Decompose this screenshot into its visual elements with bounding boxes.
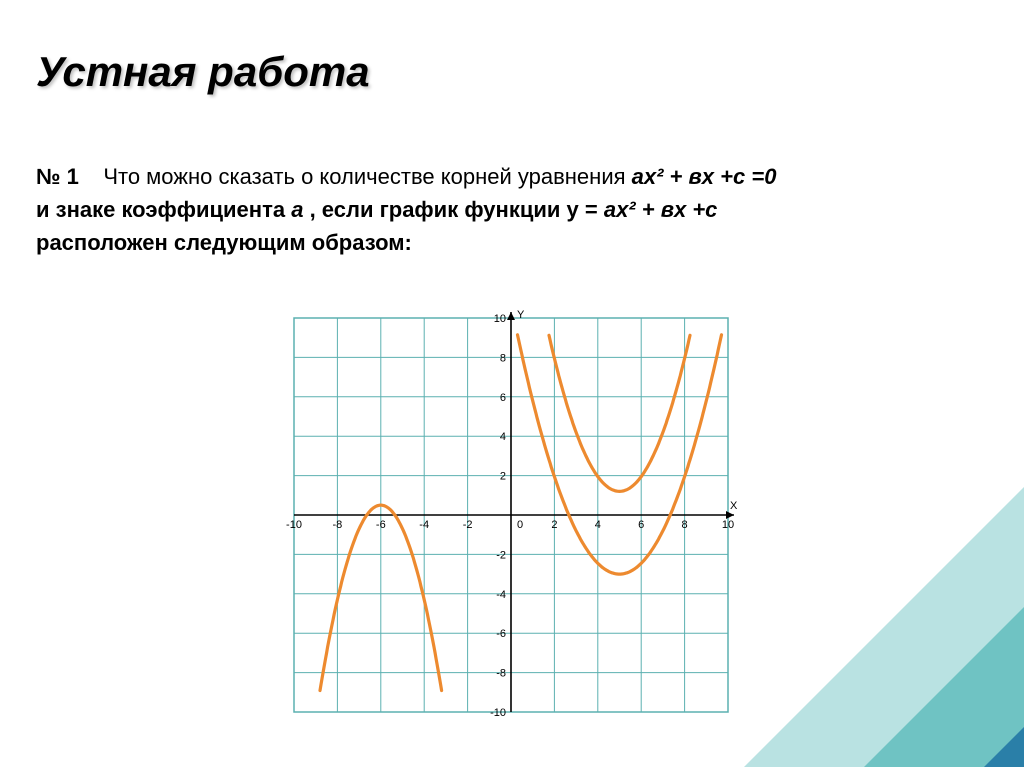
page-title: Устная работа <box>36 48 370 96</box>
coefficient-a: а <box>291 197 303 222</box>
svg-text:2: 2 <box>551 519 557 531</box>
svg-text:-2: -2 <box>496 549 506 561</box>
svg-text:2: 2 <box>500 471 506 483</box>
svg-text:6: 6 <box>500 392 506 404</box>
problem-text: № 1 Что можно сказать о количестве корне… <box>36 160 964 259</box>
parabola-chart: -10 -8 -6 -4 -2 2 4 6 8 10 -10 -8 -6 -4 -2 2 4 6 8 10 0 X Y <box>276 300 746 730</box>
svg-text:Y: Y <box>517 309 525 321</box>
svg-text:6: 6 <box>638 519 644 531</box>
svg-text:4: 4 <box>500 431 506 443</box>
svg-text:0: 0 <box>517 519 523 531</box>
problem-number: № 1 <box>36 164 79 189</box>
svg-text:-4: -4 <box>496 589 506 601</box>
svg-text:-8: -8 <box>496 668 506 680</box>
chart-container: -10 -8 -6 -4 -2 2 4 6 8 10 -10 -8 -6 -4 -2 2 4 6 8 10 0 X Y <box>276 300 746 735</box>
svg-text:8: 8 <box>682 519 688 531</box>
svg-text:8: 8 <box>500 352 506 364</box>
svg-text:-2: -2 <box>463 519 473 531</box>
svg-text:10: 10 <box>494 313 506 325</box>
svg-text:10: 10 <box>722 519 734 531</box>
text-fragment: расположен следующим образом: <box>36 230 412 255</box>
svg-text:-10: -10 <box>490 707 506 719</box>
text-fragment: Что можно сказать о количестве корней ур… <box>103 164 631 189</box>
equation-2: ax² + вх +с <box>604 197 718 222</box>
svg-text:-4: -4 <box>419 519 429 531</box>
equation-1: ax² + вх +с =0 <box>632 164 777 189</box>
svg-text:-10: -10 <box>286 519 302 531</box>
svg-text:-8: -8 <box>333 519 343 531</box>
text-fragment: и знаке коэффициента <box>36 197 291 222</box>
svg-text:4: 4 <box>595 519 601 531</box>
svg-text:X: X <box>730 500 738 512</box>
svg-text:-6: -6 <box>496 628 506 640</box>
svg-text:-6: -6 <box>376 519 386 531</box>
text-fragment: , если график функции у = <box>310 197 604 222</box>
